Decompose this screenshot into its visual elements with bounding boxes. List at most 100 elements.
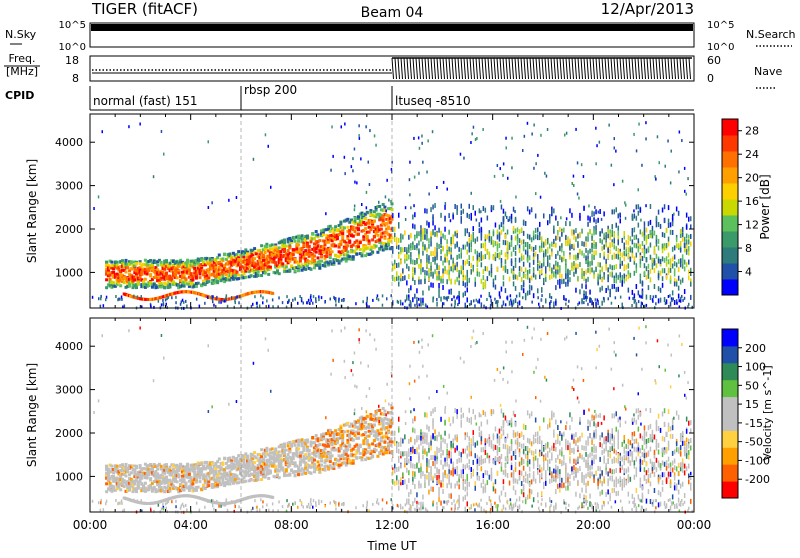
velocity-echo	[236, 457, 239, 460]
velocity-echo	[184, 482, 187, 485]
power-echo	[527, 275, 529, 280]
power-echo	[516, 295, 518, 298]
power-echo	[421, 142, 423, 145]
power-echo	[662, 283, 664, 288]
power-echo	[470, 141, 472, 144]
power-echo	[102, 130, 104, 133]
velocity-echo	[280, 454, 283, 457]
power-echo	[517, 234, 519, 239]
power-echo	[469, 248, 471, 253]
power-echo	[352, 157, 354, 160]
power-echo	[444, 266, 446, 271]
power-echo	[656, 216, 658, 221]
power-echo	[369, 211, 372, 214]
power-echo	[539, 222, 541, 227]
power-echo	[672, 264, 674, 269]
power-echo	[690, 295, 692, 300]
power-echo	[343, 226, 346, 229]
power-echo	[265, 133, 267, 136]
power-echo	[313, 255, 316, 258]
power-echo	[557, 251, 559, 256]
power-echo	[252, 303, 254, 306]
power-echo	[545, 269, 547, 274]
power-echo	[253, 257, 256, 260]
power-echo	[646, 304, 648, 307]
power-echo	[680, 297, 682, 300]
power-echo	[540, 134, 542, 137]
power-echo	[397, 300, 399, 303]
power-echo	[346, 244, 349, 247]
power-echo	[684, 237, 686, 242]
power-echo	[193, 264, 196, 267]
power-echo	[130, 267, 133, 270]
power-echo	[171, 296, 173, 299]
power-echo	[561, 243, 563, 248]
power-echo	[680, 280, 682, 285]
power-echo	[419, 303, 421, 306]
power-echo	[483, 275, 485, 280]
power-echo	[642, 282, 644, 287]
power-echo	[566, 132, 568, 135]
power-echo	[376, 251, 379, 254]
power-echo	[517, 227, 519, 232]
power-echo	[609, 264, 611, 269]
power-echo	[599, 275, 601, 280]
power-echo	[343, 299, 345, 302]
power-echo	[583, 206, 585, 211]
power-ytick-label: 1000	[55, 266, 83, 279]
power-echo	[571, 262, 573, 267]
power-echo	[527, 234, 529, 239]
power-echo	[264, 251, 267, 254]
power-echo	[260, 294, 262, 297]
power-echo	[583, 301, 585, 304]
velocity-echo	[246, 456, 249, 459]
power-echo	[506, 296, 508, 299]
power-echo	[535, 275, 537, 280]
power-echo	[609, 292, 611, 297]
power-echo	[595, 298, 597, 301]
power-echo	[456, 210, 458, 215]
power-echo	[413, 204, 415, 207]
power-echo	[442, 234, 444, 239]
power-echo	[494, 298, 496, 301]
power-echo	[676, 207, 678, 212]
power-echo	[109, 274, 112, 277]
power-echo	[569, 277, 571, 282]
velocity-echo	[267, 477, 270, 480]
power-echo	[503, 266, 505, 271]
power-echo	[467, 250, 469, 255]
power-echo	[553, 265, 555, 270]
power-echo	[493, 255, 495, 260]
power-echo	[406, 247, 408, 252]
power-echo	[467, 277, 469, 282]
power-echo	[533, 247, 535, 252]
power-echo	[589, 267, 591, 272]
power-echo	[513, 207, 515, 212]
power-echo	[620, 218, 622, 223]
power-echo	[434, 225, 436, 230]
power-echo	[450, 255, 452, 260]
power-echo	[585, 284, 587, 289]
power-echo	[191, 279, 194, 282]
power-echo	[547, 262, 549, 267]
power-echo	[521, 227, 523, 232]
power-echo	[324, 301, 326, 304]
power-echo	[628, 274, 630, 279]
power-echo	[125, 259, 128, 262]
power-echo	[511, 214, 513, 219]
power-echo	[503, 301, 505, 306]
power-echo	[461, 210, 463, 215]
power-echo	[471, 132, 473, 135]
velocity-echo	[308, 449, 311, 452]
power-echo	[480, 295, 482, 298]
power-echo	[294, 297, 296, 300]
power-echo	[495, 301, 497, 304]
power-echo	[301, 234, 304, 237]
power-echo	[646, 295, 648, 300]
power-echo	[654, 246, 656, 251]
power-echo	[624, 264, 626, 269]
power-echo	[507, 230, 509, 235]
power-echo	[436, 232, 438, 237]
power-echo	[636, 263, 638, 268]
